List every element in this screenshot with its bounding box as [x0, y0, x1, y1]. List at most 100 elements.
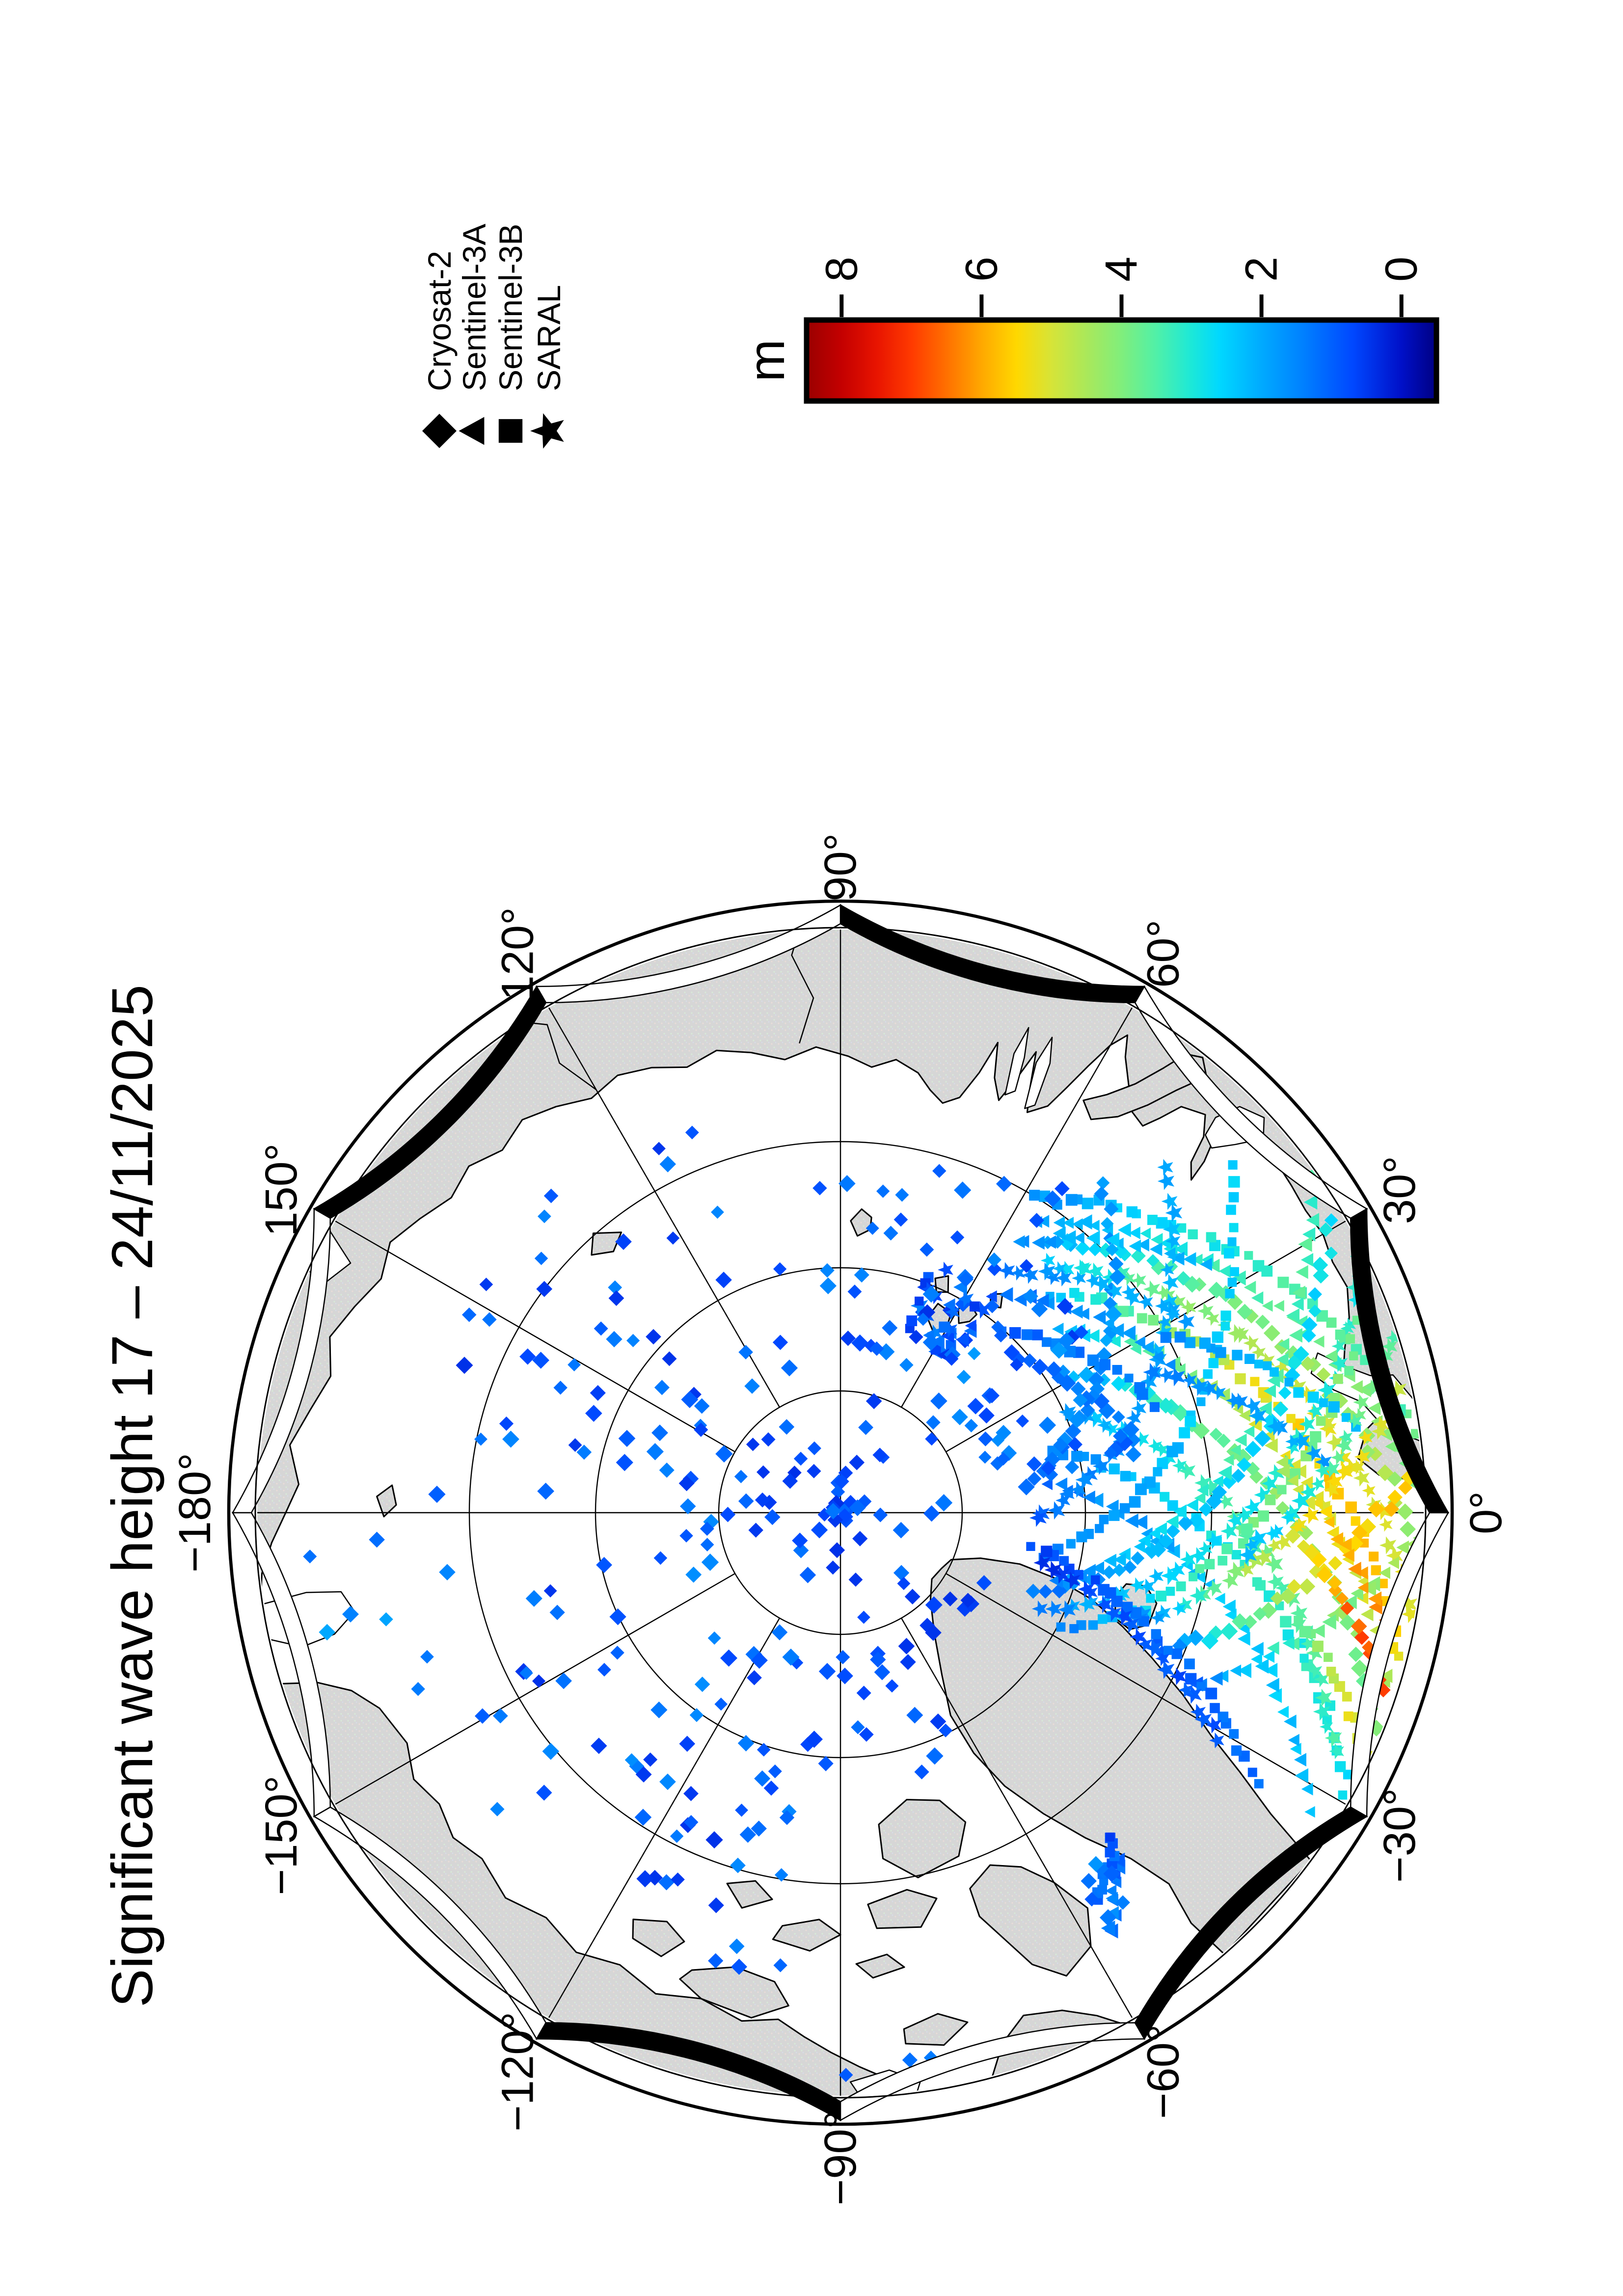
data-point-diamond — [1151, 1260, 1166, 1276]
data-point-star — [1114, 1607, 1132, 1626]
data-point-star — [1165, 1306, 1180, 1322]
data-point-square — [1064, 1345, 1076, 1358]
data-point-square — [970, 1301, 980, 1312]
data-point-diamond — [634, 1809, 652, 1826]
data-point-star — [1157, 1172, 1175, 1190]
data-point-diamond — [597, 1663, 611, 1677]
data-point-star — [1140, 1373, 1157, 1390]
data-point-star — [1161, 1566, 1179, 1585]
data-point-star — [1244, 1397, 1261, 1415]
data-point-square — [1041, 1546, 1053, 1557]
data-point-diamond — [1340, 1601, 1354, 1615]
data-point-square — [1124, 1373, 1134, 1383]
data-point-diamond — [1065, 1460, 1080, 1474]
data-point-star — [1072, 1271, 1086, 1286]
data-point-diamond — [859, 1727, 874, 1742]
data-point-diamond — [643, 1752, 658, 1767]
data-point-diamond — [703, 1514, 719, 1530]
data-point-diamond — [686, 1387, 702, 1402]
data-point-diamond — [818, 1663, 836, 1680]
data-point-star — [1178, 1682, 1193, 1698]
data-point-star — [1231, 1392, 1248, 1410]
data-point-diamond — [1023, 1288, 1038, 1304]
data-point-diamond — [369, 1531, 385, 1548]
meridian-line — [946, 1219, 1348, 1453]
data-point-square — [1210, 1703, 1220, 1713]
data-point-diamond — [708, 1953, 724, 1969]
data-point-square — [1220, 1310, 1231, 1321]
data-point-star — [1158, 1315, 1171, 1330]
data-point-triangle — [1303, 1195, 1318, 1210]
data-point-triangle — [1093, 1310, 1106, 1325]
data-point-square — [1250, 1377, 1260, 1387]
data-point-triangle — [1301, 1783, 1313, 1796]
data-point-star — [1326, 1433, 1344, 1452]
data-point-square — [1091, 1575, 1100, 1585]
data-point-triangle — [1290, 1742, 1301, 1755]
data-point-diamond — [1069, 1412, 1085, 1428]
data-point-star — [1169, 1667, 1187, 1685]
data-point-square — [1231, 1745, 1242, 1756]
data-point-square — [1209, 1240, 1220, 1252]
data-point-triangle — [1319, 1504, 1332, 1519]
data-point-diamond — [1245, 1462, 1260, 1476]
legend-symbol-diamond — [422, 414, 457, 448]
data-point-square — [1228, 1176, 1240, 1188]
data-point-diamond — [1088, 1371, 1105, 1388]
data-point-diamond — [662, 1351, 677, 1366]
land-melville-i — [772, 1919, 841, 1952]
data-point-star — [1353, 1394, 1369, 1411]
data-point-star — [1178, 1462, 1196, 1480]
data-point-star — [1268, 1464, 1285, 1482]
data-point-triangle — [1164, 1247, 1176, 1260]
data-point-diamond — [779, 1810, 795, 1825]
data-point-diamond — [893, 1212, 908, 1227]
data-point-square — [1205, 1687, 1217, 1700]
data-point-triangle — [1301, 1495, 1315, 1511]
data-point-star — [1124, 1289, 1140, 1307]
data-point-triangle — [1306, 1213, 1320, 1228]
data-point-star — [1172, 1601, 1186, 1616]
data-point-star — [1244, 1498, 1261, 1516]
data-point-diamond — [1308, 1304, 1322, 1318]
data-point-diamond — [906, 1707, 923, 1724]
data-point-star — [1163, 1220, 1181, 1239]
data-point-square — [1021, 1329, 1032, 1340]
data-point-diamond — [538, 1209, 551, 1224]
data-point-triangle — [1385, 1441, 1396, 1453]
data-point-diamond — [902, 2052, 918, 2068]
data-point-star — [1134, 1431, 1149, 1447]
data-point-diamond — [1044, 1467, 1058, 1482]
data-point-diamond — [1189, 1513, 1205, 1529]
data-point-diamond — [1279, 1588, 1297, 1604]
data-point-star — [1217, 1494, 1233, 1510]
data-point-square — [1316, 1416, 1326, 1426]
data-point-star — [927, 1324, 943, 1341]
data-point-star — [1305, 1445, 1322, 1462]
data-point-diamond — [519, 1348, 536, 1365]
data-point-triangle — [1357, 1581, 1369, 1594]
data-point-diamond — [707, 1631, 721, 1645]
data-point-triangle — [1089, 1493, 1104, 1508]
legend-symbol-triangle — [459, 417, 485, 445]
data-point-diamond — [576, 1444, 592, 1460]
data-point-triangle — [1235, 1433, 1247, 1447]
data-point-diamond — [553, 1381, 568, 1395]
data-point-star — [1315, 1688, 1332, 1707]
data-point-triangle — [1200, 1257, 1212, 1271]
data-point-diamond — [1165, 1524, 1180, 1539]
data-point-diamond — [1103, 1296, 1117, 1310]
data-point-square — [1189, 1572, 1198, 1581]
data-point-diamond — [714, 1697, 728, 1711]
data-point-triangle — [1244, 1281, 1256, 1294]
data-point-triangle — [1141, 1340, 1154, 1354]
data-point-diamond — [537, 1482, 554, 1500]
data-point-star — [1205, 1716, 1222, 1734]
data-point-triangle — [1214, 1593, 1225, 1605]
data-point-diamond — [679, 1735, 696, 1752]
data-point-diamond — [1031, 1301, 1048, 1318]
data-point-triangle — [1351, 1586, 1363, 1601]
data-point-square — [1217, 1555, 1228, 1566]
data-point-square — [1166, 1445, 1178, 1458]
